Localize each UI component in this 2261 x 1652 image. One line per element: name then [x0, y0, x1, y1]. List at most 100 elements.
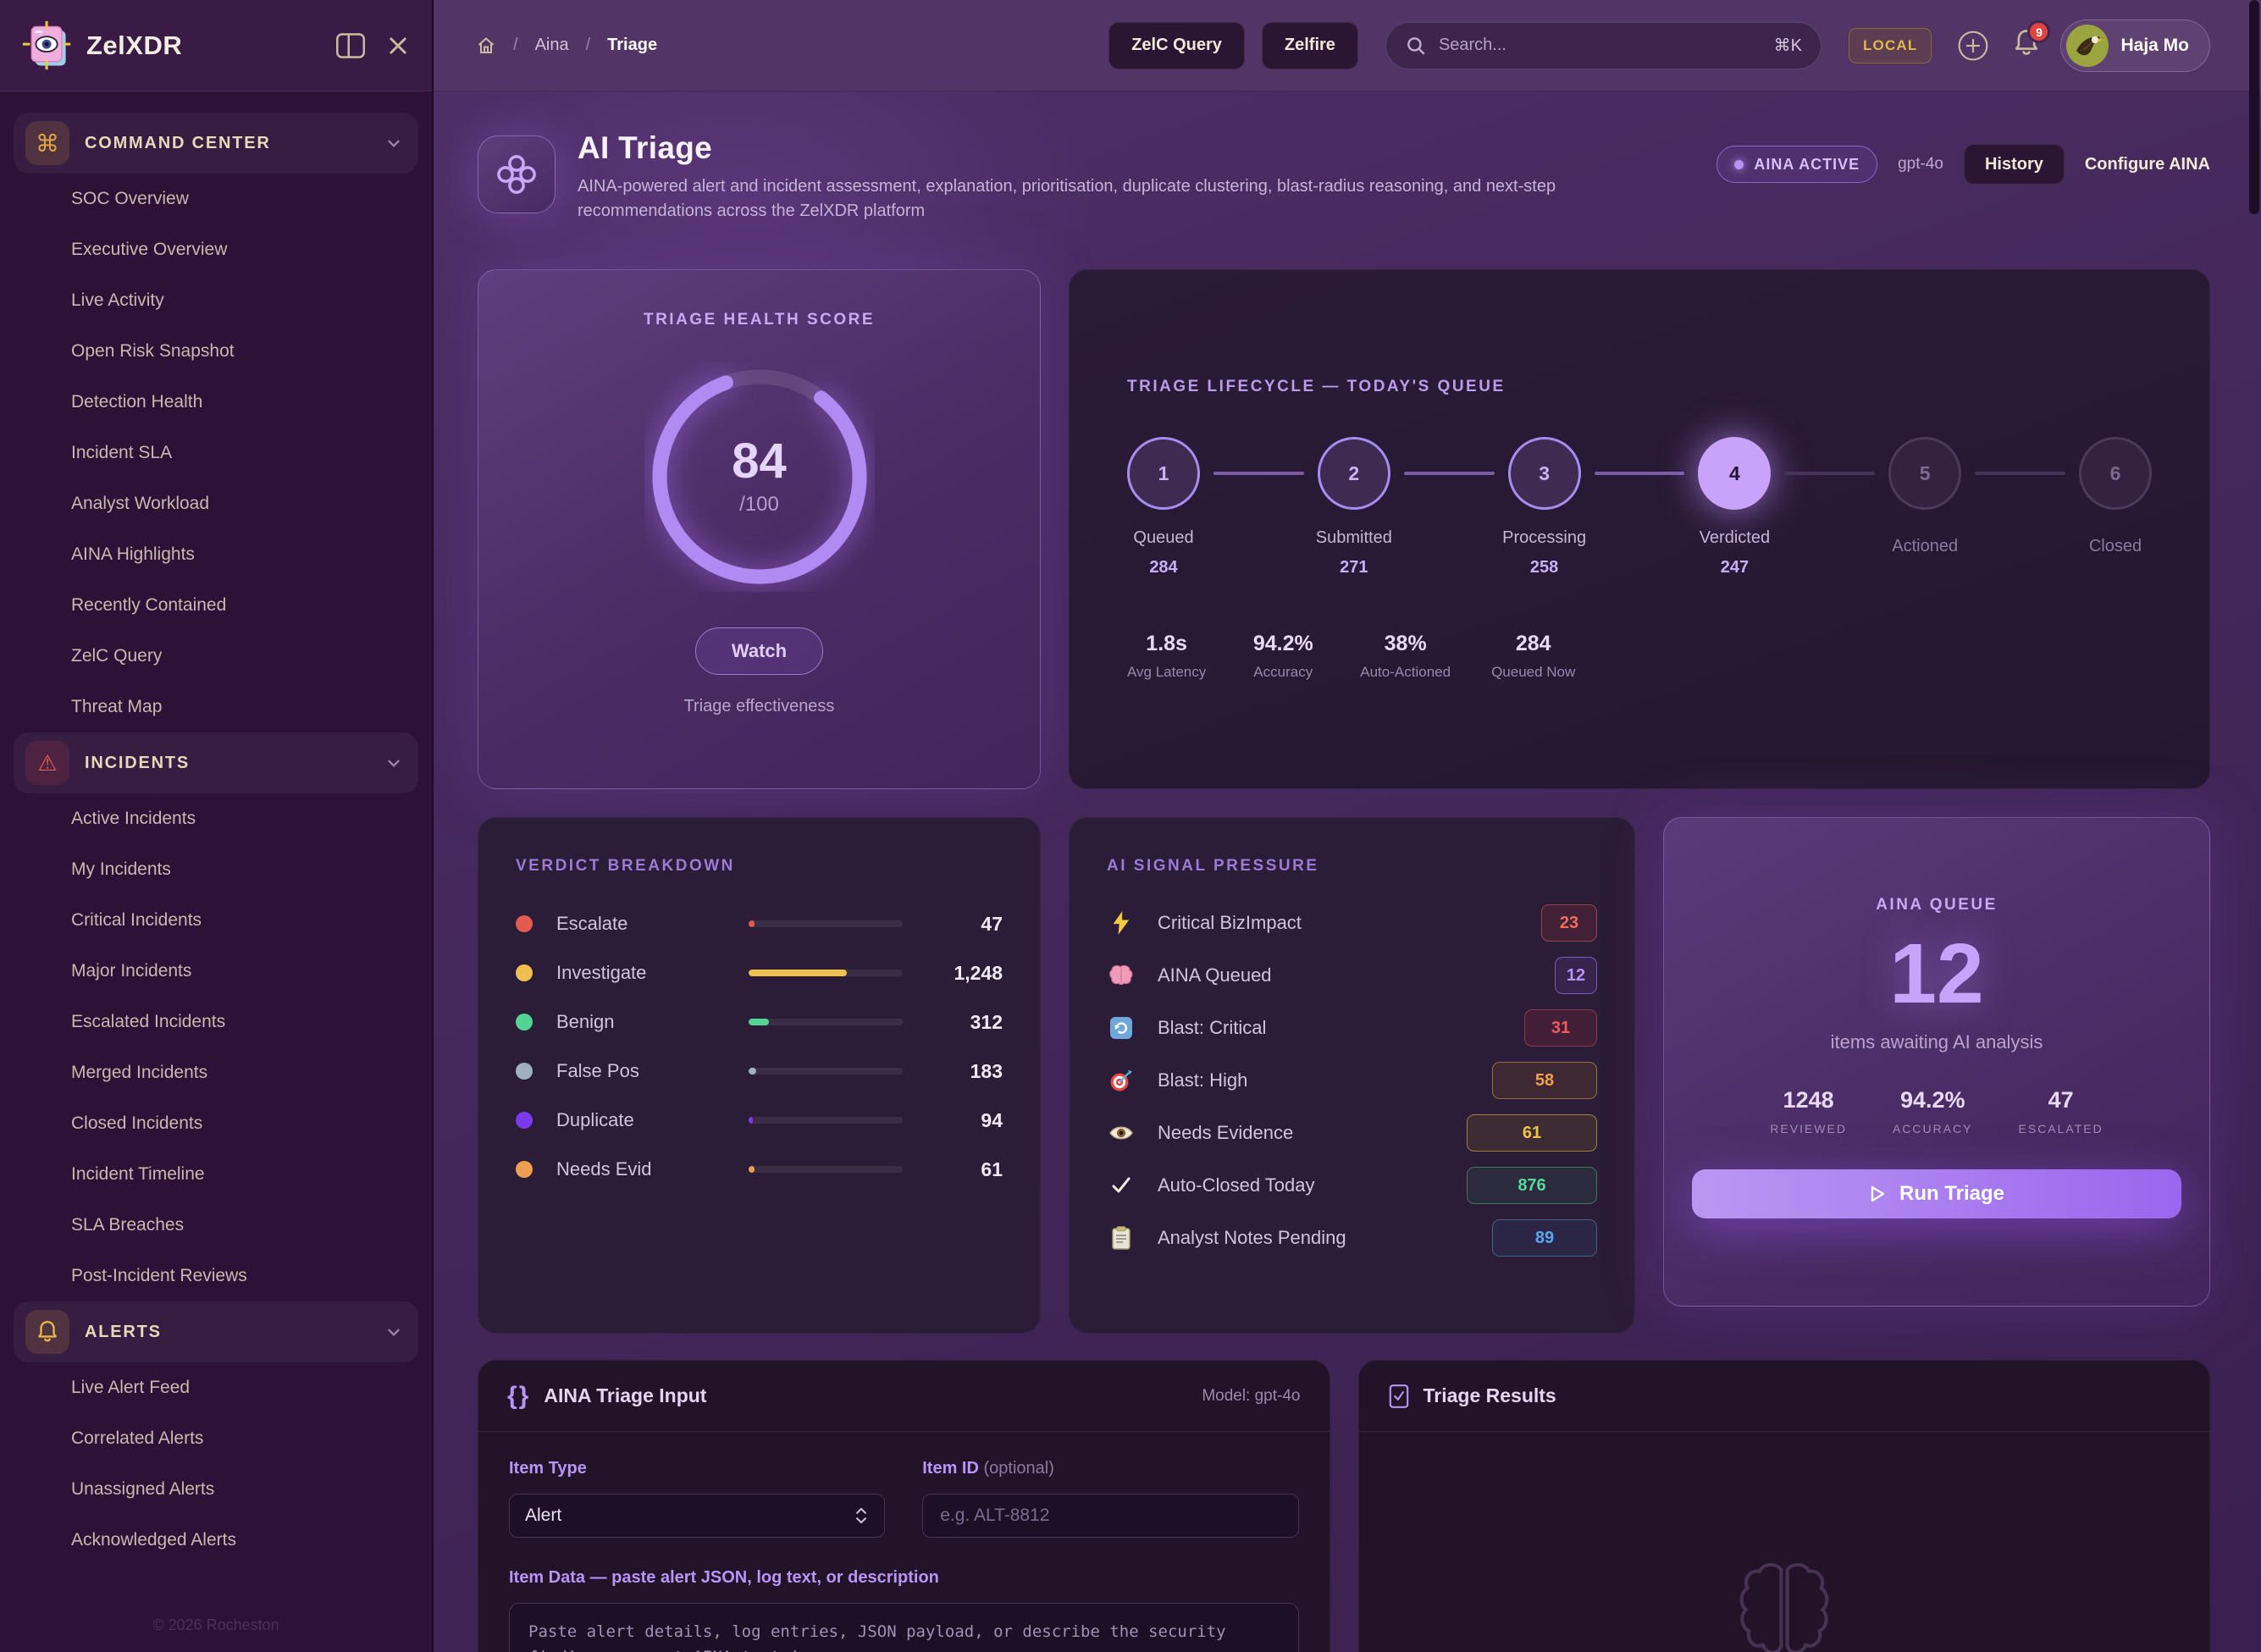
sidebar-item-aina-highlights[interactable]: AINA Highlights	[71, 544, 195, 564]
lifecycle-step-closed[interactable]: 6 Closed	[2078, 437, 2152, 556]
verdict-breakdown-card: VERDICT BREAKDOWN Escalate 47 Investigate 1…	[478, 817, 1041, 1334]
sidebar-item-incident-sla[interactable]: Incident SLA	[71, 443, 173, 462]
verdict-row[interactable]: False Pos 183	[516, 1057, 1003, 1086]
sidebar-item-my-incidents[interactable]: My Incidents	[71, 859, 171, 879]
sidebar-section-alerts[interactable]: ALERTS	[14, 1301, 418, 1362]
signal-row[interactable]: Blast: High 58	[1107, 1062, 1597, 1099]
sidebar-item-incident-timeline[interactable]: Incident Timeline	[71, 1164, 205, 1184]
sidebar-item-escalated-incidents[interactable]: Escalated Incidents	[71, 1012, 226, 1031]
verdict-row[interactable]: Investigate 1,248	[516, 959, 1003, 987]
health-card-title: TRIAGE HEALTH SCORE	[643, 311, 876, 329]
sidebar-panel-toggle-icon[interactable]	[335, 32, 366, 59]
notification-count-badge: 9	[2027, 20, 2051, 43]
sidebar-item-live-alert-feed[interactable]: Live Alert Feed	[71, 1378, 191, 1397]
page-scrollbar-thumb[interactable]	[2249, 0, 2259, 214]
signal-row[interactable]: Auto-Closed Today 876	[1107, 1167, 1597, 1204]
signal-row[interactable]: Critical BizImpact 23	[1107, 904, 1597, 942]
verdict-bar	[749, 920, 903, 927]
item-type-select[interactable]: Alert	[509, 1494, 886, 1538]
signal-label: Blast: Critical	[1158, 1017, 1267, 1038]
run-triage-button[interactable]: Run Triage	[1692, 1169, 2181, 1218]
item-id-field: Item ID (optional)	[922, 1459, 1299, 1538]
lifecycle-step-processing[interactable]: 3 Processing 258	[1502, 437, 1586, 577]
signal-row[interactable]: Analyst Notes Pending 89	[1107, 1219, 1597, 1257]
stat-label: Avg Latency	[1127, 664, 1207, 680]
sidebar-item-closed-incidents[interactable]: Closed Incidents	[71, 1113, 203, 1133]
results-empty-state	[1359, 1432, 2210, 1652]
main-area: / Aina / Triage ZelC Query Zelfire ⌘K LO…	[434, 0, 2261, 1652]
sidebar-item-executive-overview[interactable]: Executive Overview	[71, 240, 228, 259]
clipboard-check-icon	[1388, 1384, 1410, 1409]
sidebar-item-critical-incidents[interactable]: Critical Incidents	[71, 910, 202, 930]
signal-label: Blast: High	[1158, 1069, 1248, 1091]
verdict-bar	[749, 1166, 903, 1173]
lifecycle-step-queued[interactable]: 1 Queued 284	[1127, 437, 1200, 577]
sidebar-item-threat-map[interactable]: Threat Map	[71, 697, 163, 716]
refresh-icon	[1107, 1016, 1136, 1040]
lifecycle-stat: 38% Auto-Actioned	[1360, 632, 1451, 681]
signal-label: Auto-Closed Today	[1158, 1174, 1315, 1196]
sidebar-section-label: INCIDENTS	[85, 753, 190, 772]
lifecycle-step-actioned[interactable]: 5 Actioned	[1888, 437, 1962, 556]
sidebar-item-zelc-query[interactable]: ZelC Query	[71, 646, 163, 666]
watch-button[interactable]: Watch	[694, 627, 824, 675]
lifecycle-step-submitted[interactable]: 2 Submitted 271	[1315, 437, 1392, 577]
zelfire-button[interactable]: Zelfire	[1261, 21, 1358, 69]
stat-value: 284	[1515, 632, 1551, 655]
configure-aina-button[interactable]: Configure AINA	[2084, 154, 2210, 174]
verdict-bar	[749, 970, 903, 976]
lifecycle-stat: 94.2% Accuracy	[1247, 632, 1319, 681]
eye-icon	[1107, 1124, 1136, 1141]
topbar: / Aina / Triage ZelC Query Zelfire ⌘K LO…	[434, 0, 2261, 91]
lifecycle-step-verdicted[interactable]: 4 Verdicted 247	[1698, 437, 1772, 577]
queue-stat-label: ESCALATED	[2018, 1122, 2103, 1135]
sidebar-section-command-center[interactable]: ⌘ COMMAND CENTER	[14, 113, 418, 174]
sidebar-item-merged-incidents[interactable]: Merged Incidents	[71, 1063, 208, 1082]
search-box[interactable]: ⌘K	[1385, 21, 1822, 69]
home-icon[interactable]	[476, 36, 496, 56]
sidebar-section-incidents[interactable]: ⚠ INCIDENTS	[14, 732, 418, 793]
sidebar-item-correlated-alerts[interactable]: Correlated Alerts	[71, 1428, 204, 1448]
add-icon[interactable]	[1957, 30, 1989, 62]
breadcrumb-aina[interactable]: Aina	[534, 36, 569, 54]
signal-rows: Critical BizImpact 23 AINA Queued 12 Blast: …	[1107, 904, 1597, 1257]
queue-stat: 94.2% ACCURACY	[1893, 1087, 1973, 1135]
sidebar-item-open-risk-snapshot[interactable]: Open Risk Snapshot	[71, 341, 235, 361]
step-label: Submitted	[1315, 528, 1392, 547]
breadcrumb-triage: Triage	[607, 36, 658, 54]
signal-row[interactable]: Blast: Critical 31	[1107, 1009, 1597, 1047]
sidebar-section-label: COMMAND CENTER	[85, 133, 271, 152]
sidebar-header: ZelXDR	[0, 0, 432, 91]
zelc-query-button[interactable]: ZelC Query	[1108, 21, 1245, 69]
notifications-bell-icon[interactable]: 9	[2013, 20, 2051, 62]
page-subtitle: AINA-powered alert and incident assessme…	[578, 177, 1556, 220]
signal-row[interactable]: Needs Evidence 61	[1107, 1114, 1597, 1152]
sidebar-item-sla-breaches[interactable]: SLA Breaches	[71, 1215, 185, 1235]
sidebar-item-soc-overview[interactable]: SOC Overview	[71, 189, 189, 208]
history-button[interactable]: History	[1963, 144, 2065, 185]
sidebar-item-major-incidents[interactable]: Major Incidents	[71, 961, 192, 981]
item-id-input[interactable]	[922, 1494, 1299, 1538]
verdict-row[interactable]: Duplicate 94	[516, 1106, 1003, 1135]
sidebar-item-recently-contained[interactable]: Recently Contained	[71, 595, 227, 615]
verdict-value: 47	[981, 912, 1003, 935]
page-content: AI Triage AINA-powered alert and inciden…	[434, 91, 2261, 1652]
sidebar-item-post-incident-reviews[interactable]: Post-Incident Reviews	[71, 1266, 247, 1285]
user-menu[interactable]: Haja Mo	[2060, 19, 2210, 72]
signal-row[interactable]: AINA Queued 12	[1107, 957, 1597, 994]
search-input[interactable]	[1438, 36, 1762, 55]
sidebar-item-analyst-workload[interactable]: Analyst Workload	[71, 494, 210, 513]
sidebar-item-unassigned-alerts[interactable]: Unassigned Alerts	[71, 1479, 215, 1499]
verdict-row[interactable]: Escalate 47	[516, 909, 1003, 938]
signal-label: Needs Evidence	[1158, 1122, 1294, 1143]
sidebar-close-icon[interactable]	[386, 34, 410, 58]
verdict-row[interactable]: Benign 312	[516, 1008, 1003, 1036]
ai-signal-pressure-card: AI SIGNAL PRESSURE Critical BizImpact 23 A…	[1069, 817, 1635, 1334]
verdict-row[interactable]: Needs Evid 61	[516, 1155, 1003, 1184]
sidebar-item-active-incidents[interactable]: Active Incidents	[71, 809, 196, 828]
sidebar-item-live-activity[interactable]: Live Activity	[71, 290, 164, 310]
sidebar-item-acknowledged-alerts[interactable]: Acknowledged Alerts	[71, 1530, 236, 1550]
queue-stat-label: REVIEWED	[1770, 1122, 1847, 1135]
sidebar-item-detection-health[interactable]: Detection Health	[71, 392, 203, 412]
item-data-textarea[interactable]	[509, 1603, 1299, 1652]
